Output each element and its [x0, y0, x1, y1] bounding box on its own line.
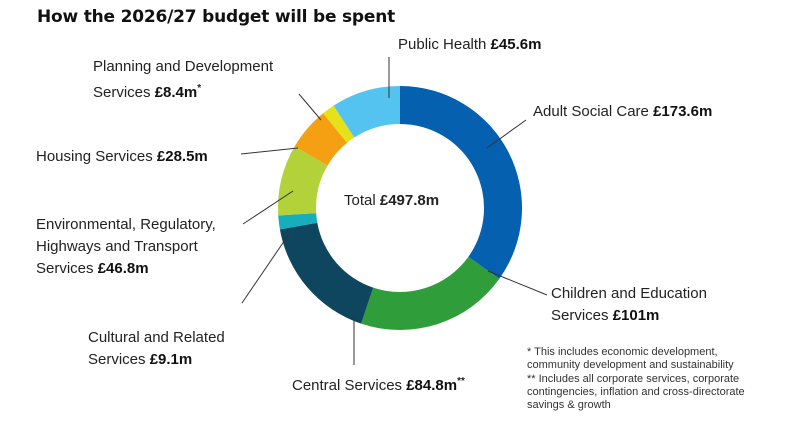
footnote-5: savings & growth	[527, 399, 611, 411]
label-cultural-line2: Services	[88, 351, 150, 368]
leader-lines	[240, 57, 548, 365]
slice-public-health	[333, 86, 400, 138]
leader-adult-social-care	[486, 119, 527, 149]
label-central: Central Services £84.8m**	[292, 371, 465, 397]
leader-planning	[298, 93, 322, 121]
label-cultural: Cultural and Related Services £9.1m	[88, 327, 225, 371]
label-adult-social-care-text: Adult Social Care	[533, 103, 654, 120]
total-value: £497.8m	[379, 192, 440, 209]
leader-children	[487, 270, 548, 296]
label-children-value: £101m	[612, 307, 660, 324]
label-environmental: Environmental, Regulatory, Highways and …	[36, 214, 216, 280]
donut-slices	[277, 85, 522, 330]
label-housing-text: Housing Services	[36, 148, 157, 165]
label-children: Children and Education Services £101m	[551, 283, 707, 327]
footnote-2: community development and sustainability	[527, 359, 734, 371]
footnote-4: contingencies, inflation and cross-direc…	[527, 386, 745, 398]
label-children-line2: Services	[551, 307, 613, 324]
slice-housing-services	[294, 113, 348, 166]
label-planning-value: £8.4m	[154, 84, 198, 101]
label-environmental-line1: Environmental, Regulatory,	[36, 216, 216, 233]
label-public-health-text: Public Health	[398, 36, 491, 53]
total-text: Total	[344, 192, 376, 209]
label-public-health-value: £45.6m	[490, 36, 542, 53]
label-planning-line2: Services	[93, 84, 155, 101]
slice-cultural-and-related-services	[278, 213, 318, 230]
footnote-3: ** Includes all corporate services, corp…	[527, 373, 740, 385]
label-public-health: Public Health £45.6m	[398, 34, 541, 56]
label-central-value: £84.8m	[406, 377, 458, 394]
leader-cultural	[241, 233, 290, 304]
slice-adult-social-care	[400, 85, 522, 279]
label-adult-social-care: Adult Social Care £173.6m	[533, 101, 712, 123]
label-housing: Housing Services £28.5m	[36, 146, 208, 168]
chart-title: How the 2026/27 budget will be spent	[37, 7, 396, 27]
label-central-marker: **	[457, 376, 465, 387]
label-environmental-value: £46.8m	[97, 260, 149, 277]
label-planning-marker: *	[197, 83, 202, 94]
label-planning: Planning and Development Services £8.4m*	[93, 56, 273, 104]
label-environmental-line2: Highways and Transport	[36, 238, 198, 255]
leader-housing	[240, 147, 299, 155]
label-children-line1: Children and Education	[551, 285, 707, 302]
label-environmental-line3: Services	[36, 260, 98, 277]
label-cultural-line1: Cultural and Related	[88, 329, 225, 346]
leader-environmental	[242, 190, 294, 225]
slice-environmental-regulatory-highways-and-transport-services	[277, 146, 328, 216]
label-housing-value: £28.5m	[156, 148, 208, 165]
total-label: Total £497.8m	[344, 192, 439, 209]
slice-central-services	[279, 222, 374, 324]
label-planning-line1: Planning and Development	[93, 58, 274, 75]
label-adult-social-care-value: £173.6m	[653, 103, 713, 120]
footnote-1: * This includes economic development,	[527, 346, 718, 358]
slice-children-and-education-services	[361, 256, 500, 330]
label-central-text: Central Services	[292, 377, 407, 394]
slice-planning-and-development-services	[323, 105, 355, 143]
label-cultural-value: £9.1m	[149, 351, 193, 368]
